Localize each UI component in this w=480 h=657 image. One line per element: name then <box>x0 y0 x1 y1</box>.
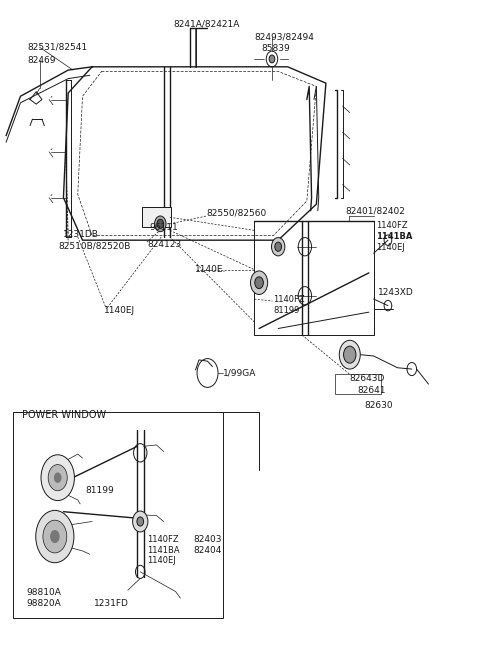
Text: 1/99GA: 1/99GA <box>223 369 257 378</box>
Circle shape <box>50 530 60 543</box>
Text: 82641: 82641 <box>357 386 385 395</box>
Text: 82401/82402: 82401/82402 <box>345 206 405 215</box>
Circle shape <box>155 216 166 232</box>
Text: 1140EJ: 1140EJ <box>147 556 176 565</box>
Text: 1141BA: 1141BA <box>147 546 180 555</box>
Text: 1140FZ: 1140FZ <box>147 535 179 544</box>
Text: 98810A: 98810A <box>26 587 61 597</box>
Bar <box>13 411 223 618</box>
Bar <box>336 374 381 394</box>
Text: 1140EJ: 1140EJ <box>104 306 135 315</box>
Text: 8241A/82421A: 8241A/82421A <box>173 20 240 29</box>
Text: 1243XD: 1243XD <box>378 288 414 297</box>
Circle shape <box>43 520 67 553</box>
Text: 82630: 82630 <box>364 401 393 409</box>
Bar <box>142 208 171 227</box>
Text: 82404: 82404 <box>193 546 222 555</box>
Circle shape <box>48 464 67 491</box>
Text: 824123: 824123 <box>147 240 181 249</box>
Text: 82531/82541: 82531/82541 <box>28 43 88 52</box>
Text: 82550/82560: 82550/82560 <box>206 208 267 217</box>
Text: 81199: 81199 <box>85 486 114 495</box>
Circle shape <box>251 271 268 294</box>
Text: 1231DB: 1231DB <box>63 231 99 239</box>
Text: 82510B/82520B: 82510B/82520B <box>59 242 131 250</box>
Text: 82493/82494: 82493/82494 <box>254 33 314 42</box>
Text: 82403: 82403 <box>193 535 222 544</box>
Circle shape <box>275 242 281 251</box>
Text: 1231FD: 1231FD <box>95 599 129 608</box>
Circle shape <box>272 238 285 256</box>
Circle shape <box>344 346 356 363</box>
Text: 96111: 96111 <box>149 223 178 232</box>
Text: 82643D: 82643D <box>350 374 385 384</box>
Circle shape <box>269 55 275 63</box>
Text: 98820A: 98820A <box>26 599 61 608</box>
Text: 1140EJ: 1140EJ <box>376 243 405 252</box>
Text: 1141BA: 1141BA <box>376 232 412 240</box>
Circle shape <box>54 472 61 483</box>
Text: 1140FZ: 1140FZ <box>274 294 305 304</box>
Circle shape <box>157 219 164 229</box>
Text: 85839: 85839 <box>262 44 290 53</box>
Circle shape <box>41 455 74 501</box>
Text: 1140FZ: 1140FZ <box>376 221 408 230</box>
Text: 82469: 82469 <box>28 56 56 65</box>
Text: 1140E.: 1140E. <box>195 265 226 274</box>
Circle shape <box>137 517 144 526</box>
Circle shape <box>255 277 264 288</box>
Circle shape <box>36 510 74 562</box>
Circle shape <box>339 340 360 369</box>
Text: 81199: 81199 <box>274 306 300 315</box>
Text: POWER WINDOW: POWER WINDOW <box>23 410 107 420</box>
Circle shape <box>132 511 148 532</box>
